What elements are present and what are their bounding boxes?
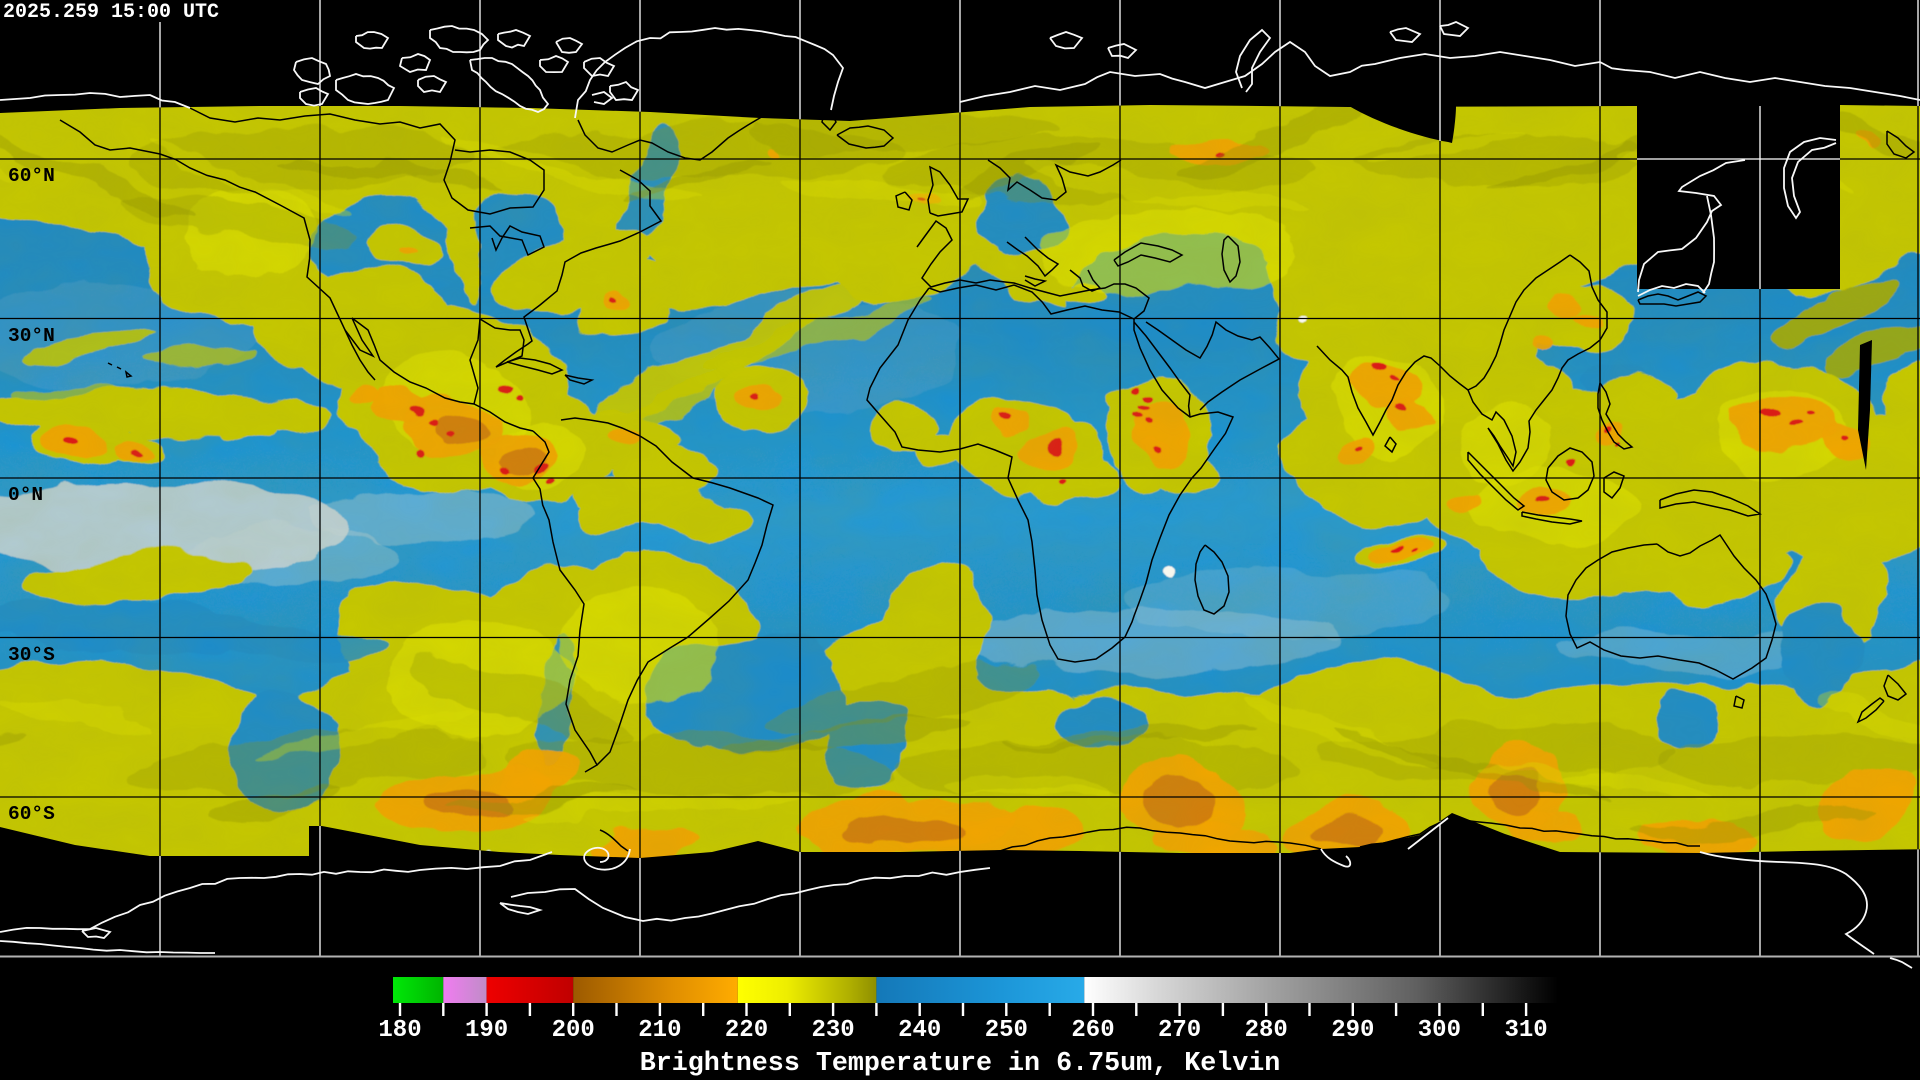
svg-text:260: 260 bbox=[1071, 1017, 1114, 1044]
svg-text:270: 270 bbox=[1158, 1017, 1201, 1044]
svg-text:0°N: 0°N bbox=[8, 484, 43, 506]
svg-text:200: 200 bbox=[552, 1017, 595, 1044]
svg-text:60°N: 60°N bbox=[8, 165, 55, 187]
svg-text:2025.259 15:00 UTC: 2025.259 15:00 UTC bbox=[3, 1, 219, 24]
svg-text:290: 290 bbox=[1331, 1017, 1374, 1044]
svg-text:280: 280 bbox=[1245, 1017, 1288, 1044]
svg-text:300: 300 bbox=[1418, 1017, 1461, 1044]
svg-text:220: 220 bbox=[725, 1017, 768, 1044]
svg-text:30°S: 30°S bbox=[8, 644, 55, 666]
svg-text:Brightness Temperature in 6.75: Brightness Temperature in 6.75um, Kelvin bbox=[640, 1049, 1281, 1079]
svg-text:250: 250 bbox=[985, 1017, 1028, 1044]
svg-text:190: 190 bbox=[465, 1017, 508, 1044]
svg-text:240: 240 bbox=[898, 1017, 941, 1044]
svg-text:180: 180 bbox=[378, 1017, 421, 1044]
svg-text:30°N: 30°N bbox=[8, 325, 55, 347]
svg-text:210: 210 bbox=[638, 1017, 681, 1044]
svg-text:230: 230 bbox=[811, 1017, 854, 1044]
svg-text:310: 310 bbox=[1504, 1017, 1547, 1044]
svg-text:60°S: 60°S bbox=[8, 803, 55, 825]
